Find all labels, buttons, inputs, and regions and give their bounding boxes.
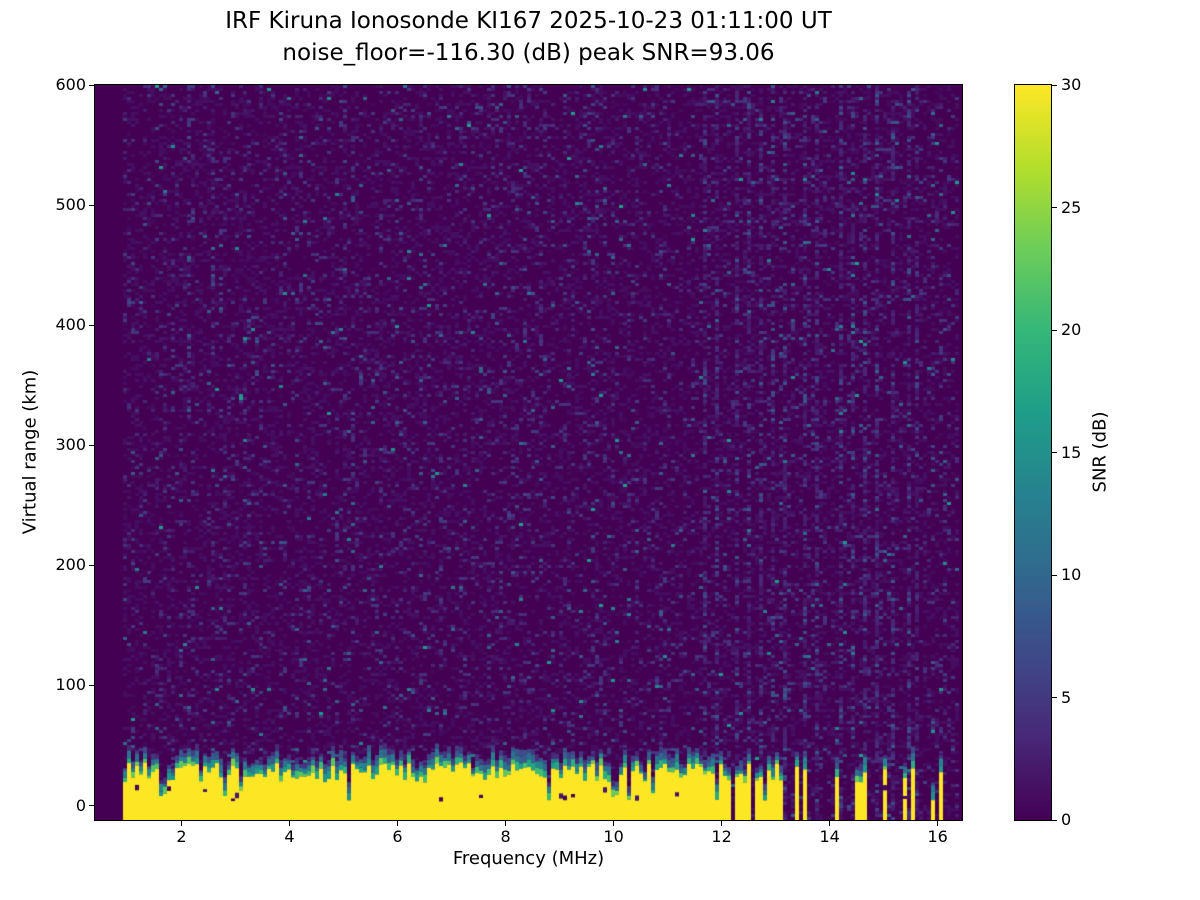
chart-subtitle: noise_floor=-116.30 (dB) peak SNR=93.06 <box>282 40 775 66</box>
x-tick-label: 8 <box>500 827 511 846</box>
x-tick-label: 16 <box>927 827 948 846</box>
colorbar-tick-mark <box>1052 329 1057 331</box>
x-tick-mark <box>505 821 507 826</box>
x-axis-label: Frequency (MHz) <box>452 848 605 869</box>
y-tick-mark <box>89 324 94 326</box>
y-tick-mark <box>89 444 94 446</box>
colorbar-tick-mark <box>1052 452 1057 453</box>
y-tick-mark <box>89 204 94 206</box>
y-tick-label: 300 <box>55 435 86 455</box>
colorbar-tick-label: 0 <box>1061 810 1072 829</box>
y-axis-label: Virtual range (km) <box>19 369 41 535</box>
x-tick-label: 10 <box>603 827 624 846</box>
x-tick-mark <box>937 821 939 826</box>
colorbar-tick-label: 20 <box>1061 320 1082 339</box>
x-tick-mark <box>180 821 182 826</box>
x-tick-label: 14 <box>819 827 840 846</box>
x-tick-mark <box>721 821 723 826</box>
y-tick-mark <box>89 684 94 686</box>
colorbar-tick-mark <box>1052 574 1057 576</box>
y-tick-label: 500 <box>55 195 86 215</box>
x-tick-label: 2 <box>176 827 187 846</box>
y-tick-label: 400 <box>55 315 86 335</box>
y-tick-mark <box>89 805 94 807</box>
colorbar-label: SNR (dB) <box>1089 411 1111 493</box>
x-tick-mark <box>397 821 398 826</box>
x-tick-label: 6 <box>392 827 403 846</box>
x-tick-label: 12 <box>711 827 732 846</box>
colorbar-tick-mark <box>1052 84 1057 86</box>
y-tick-label: 200 <box>55 555 86 575</box>
y-tick-label: 0 <box>75 795 86 815</box>
x-tick-mark <box>288 821 290 826</box>
x-tick-mark <box>613 821 615 826</box>
y-tick-mark <box>89 564 94 566</box>
colorbar-tick-mark <box>1052 207 1057 208</box>
heatmap-canvas <box>95 85 962 820</box>
x-tick-mark <box>829 821 831 826</box>
colorbar-tick-label: 25 <box>1061 197 1082 217</box>
colorbar-tick-mark <box>1052 819 1057 821</box>
colorbar-tick-mark <box>1052 697 1057 698</box>
colorbar-frame <box>1014 84 1052 821</box>
x-tick-label: 4 <box>284 827 295 846</box>
y-tick-label: 100 <box>55 675 86 695</box>
colorbar-tick-label: 30 <box>1061 75 1082 94</box>
colorbar-tick-label: 10 <box>1061 565 1082 584</box>
chart-title: IRF Kiruna Ionosonde KI167 2025-10-23 01… <box>225 8 832 34</box>
y-tick-mark <box>89 84 94 86</box>
colorbar-tick-label: 15 <box>1061 442 1082 462</box>
colorbar-canvas <box>1015 85 1051 820</box>
colorbar-tick-label: 5 <box>1061 687 1072 707</box>
y-tick-label: 600 <box>55 75 86 94</box>
